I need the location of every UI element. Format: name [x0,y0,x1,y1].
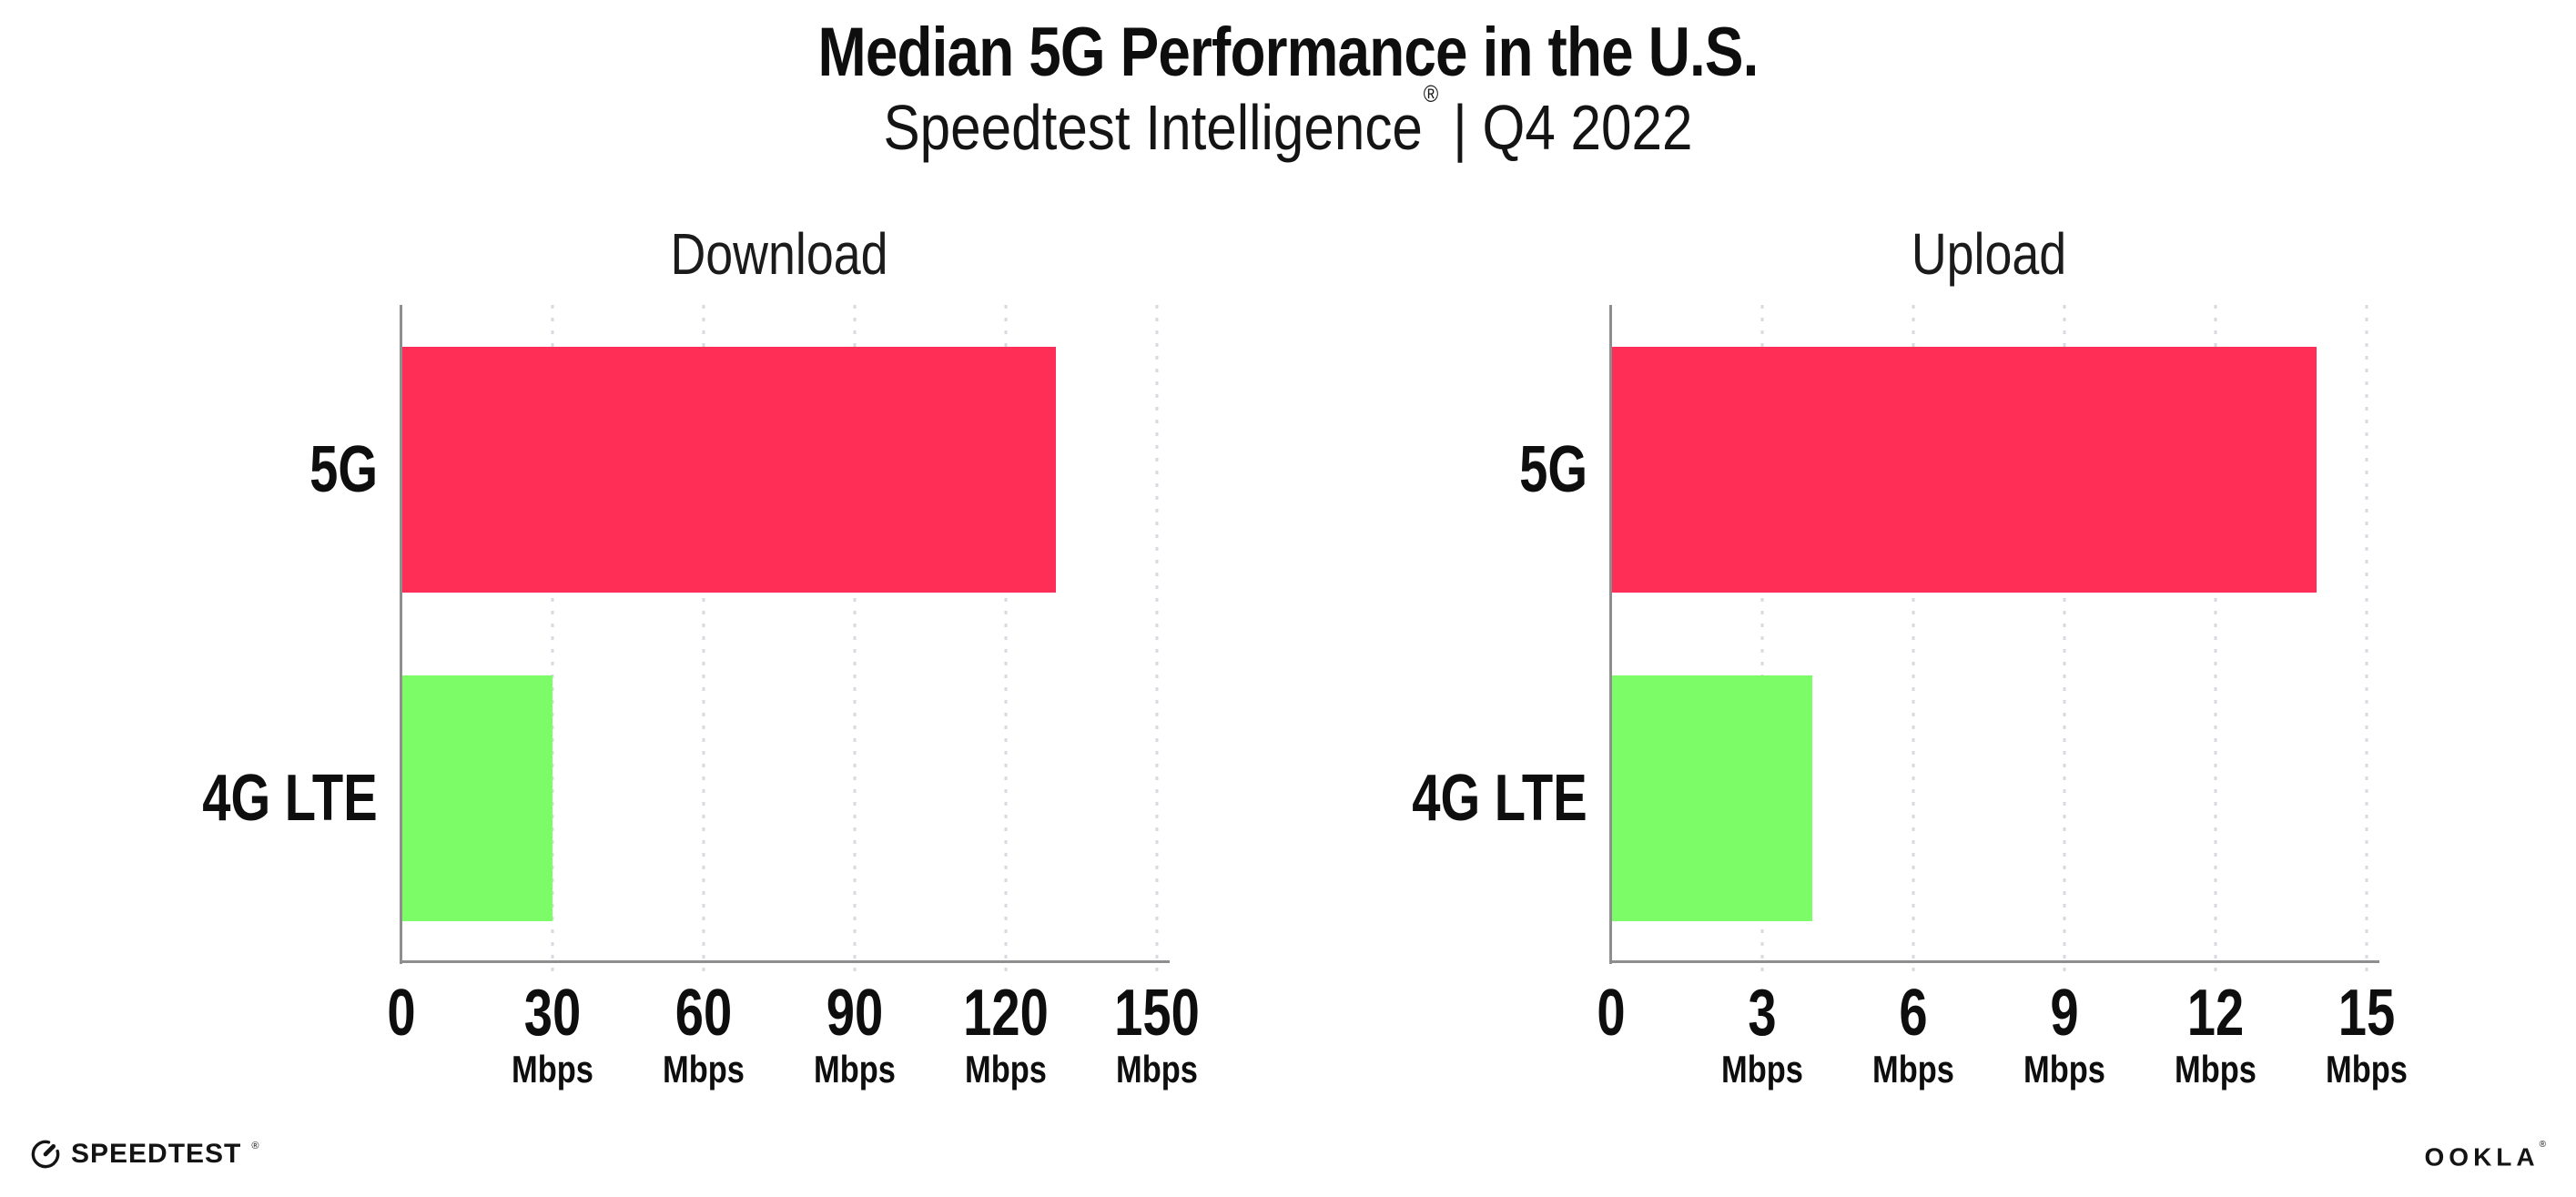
x-tick-label: 9 [2050,977,2079,1050]
gridline [1760,305,1764,980]
upload-plot-area: 0 3 Mbps 6 Mbps 9 Mbps 12 Mbps 15 Mbps 5G 4G LTE [1413,305,2408,1090]
gridline [853,305,857,980]
subtitle-period: | Q4 2022 [1437,92,1693,163]
category-label: 5G [1519,432,1587,506]
x-tick-unit: Mbps [2023,1048,2105,1090]
bar-5g [401,346,1057,593]
x-axis-line [1609,960,2379,963]
ookla-logo: OOKLA® [2424,1140,2546,1172]
x-tick-label: 12 [2186,977,2245,1050]
x-tick-label: 90 [826,977,884,1050]
download-chart-title: Download [670,221,888,287]
x-tick-unit: Mbps [663,1048,745,1090]
download-plot-area: 0 30 Mbps 60 Mbps 90 Mbps 120 Mbps 150 Mbps 5G 4G LT… [203,305,1200,1090]
y-axis-spine [400,305,402,964]
x-tick-unit: Mbps [1721,1048,1803,1090]
bar-4g-lte [401,675,553,921]
x-tick-unit: Mbps [2175,1048,2257,1090]
speedtest-logo: SPEEDTEST ® [30,1135,259,1173]
x-tick-label: 3 [1748,977,1777,1050]
speedtest-registered-symbol: ® [251,1141,259,1151]
gridline [551,305,554,980]
x-tick-label: 0 [1597,977,1626,1050]
y-axis-spine [1609,305,1612,964]
x-tick-label: 150 [1114,977,1200,1050]
category-label: 5G [309,432,378,506]
gridline [1004,305,1008,980]
x-axis-line [400,960,1170,963]
x-tick-unit: Mbps [965,1048,1047,1090]
page-title: Median 5G Performance in the U.S. [817,14,1759,91]
page-subtitle: Speedtest Intelligence® | Q4 2022 [180,80,2396,164]
x-tick-unit: Mbps [1872,1048,1954,1090]
x-tick-unit: Mbps [2326,1048,2408,1090]
x-tick-label: 15 [2338,977,2396,1050]
registered-trademark-symbol: ® [1423,79,1439,107]
speedtest-wordmark: SPEEDTEST [71,1139,242,1169]
ookla-wordmark: OOKLA [2424,1142,2540,1172]
gridline [702,305,705,980]
subtitle-product: Speedtest Intelligence [883,92,1423,163]
speedtest-gauge-icon [31,1140,60,1169]
x-tick-label: 6 [1899,977,1928,1050]
gridline [1155,305,1159,980]
upload-chart-title: Upload [1911,221,2067,287]
x-tick-unit: Mbps [512,1048,593,1090]
gridline [1912,305,1915,980]
category-label: 4G LTE [202,761,378,835]
x-tick-label: 30 [523,977,582,1050]
x-tick-label: 120 [963,977,1049,1050]
bar-5g [1611,346,2317,593]
x-tick-label: 60 [674,977,733,1050]
gridline [2214,305,2217,980]
x-tick-unit: Mbps [1116,1048,1198,1090]
x-tick-unit: Mbps [814,1048,896,1090]
x-tick-label: 0 [387,977,416,1050]
ookla-registered-symbol: ® [2539,1140,2546,1150]
category-label: 4G LTE [1412,761,1587,835]
gridline [2365,305,2368,980]
bar-4g-lte [1611,675,1813,921]
gridline [2063,305,2066,980]
